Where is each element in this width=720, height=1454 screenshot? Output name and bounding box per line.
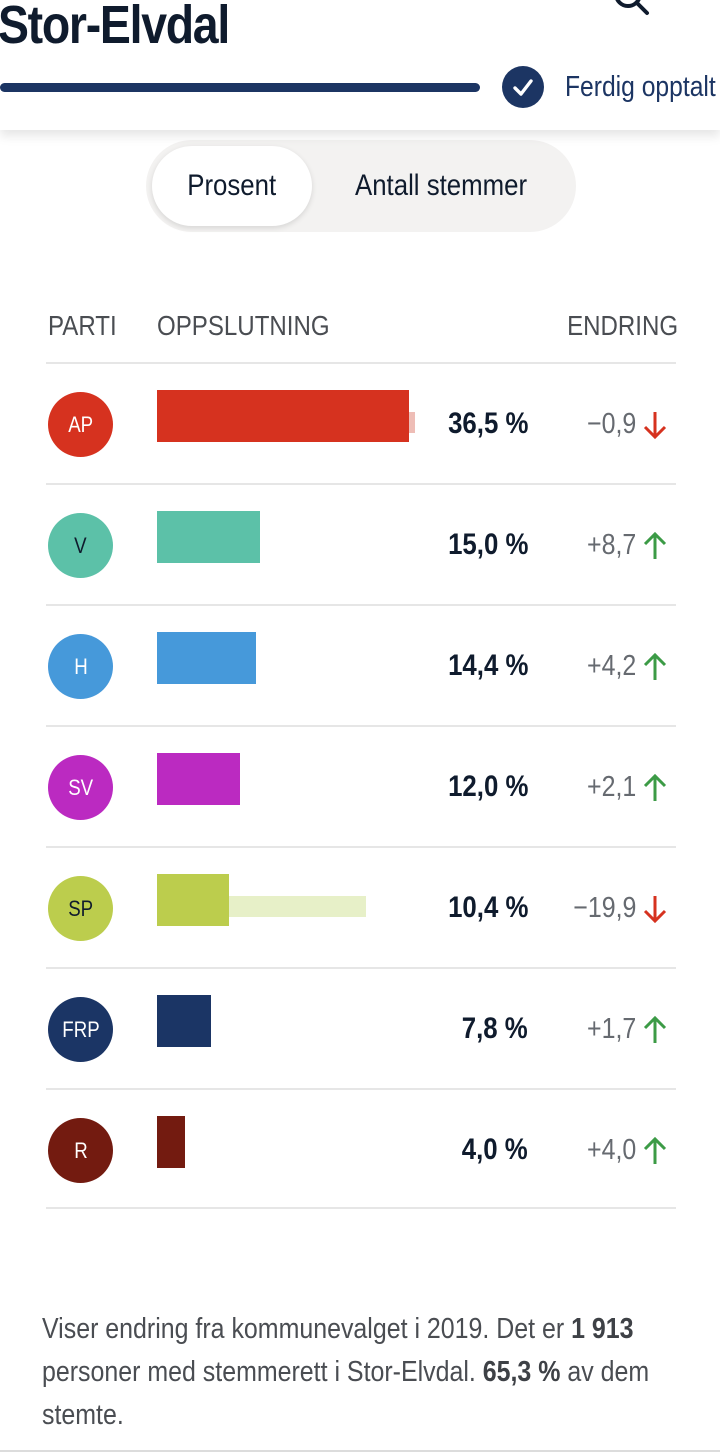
party-abbr: SV bbox=[68, 774, 93, 800]
party-row-h[interactable]: H 14,4 % +4,2 bbox=[46, 604, 676, 725]
party-row-v[interactable]: V 15,0 % +8,7 bbox=[46, 483, 676, 604]
party-abbr: H bbox=[73, 653, 88, 679]
party-abbr: FRP bbox=[61, 1016, 100, 1042]
party-badge: V bbox=[48, 513, 113, 578]
party-badge: H bbox=[48, 634, 113, 699]
change-value: −19,9 bbox=[572, 892, 636, 924]
party-badge: SP bbox=[48, 876, 113, 941]
toggle-vote-count[interactable]: Antall stemmer bbox=[326, 146, 556, 226]
change-value: +4,0 bbox=[586, 1134, 636, 1166]
party-abbr: SP bbox=[68, 895, 93, 921]
party-badge: FRP bbox=[48, 997, 113, 1062]
share-value: 12,0 % bbox=[447, 770, 528, 803]
count-status: Ferdig opptalt bbox=[502, 66, 720, 108]
page-title: Stor-Elvdal bbox=[0, 0, 230, 55]
party-badge: AP bbox=[48, 392, 113, 457]
current-result-bar bbox=[157, 995, 211, 1047]
footnote: Viser endring fra kommunevalget i 2019. … bbox=[42, 1308, 682, 1437]
share-value: 7,8 % bbox=[462, 1012, 528, 1045]
change-value: +4,2 bbox=[586, 650, 636, 682]
toggle-percent[interactable]: Prosent bbox=[152, 146, 312, 226]
arrow-up-icon bbox=[643, 1136, 667, 1164]
party-row-r[interactable]: R 4,0 % +4,0 bbox=[46, 1088, 676, 1209]
arrow-down-icon bbox=[643, 896, 667, 924]
turnout: 65,3 % bbox=[482, 1356, 561, 1388]
share-value: 10,4 % bbox=[447, 891, 528, 924]
arrow-up-icon bbox=[643, 652, 667, 680]
footnote-text: Viser endring fra kommunevalget i 2019. … bbox=[42, 1313, 572, 1345]
column-header-share: OPPSLUTNING bbox=[157, 310, 330, 341]
arrow-up-icon bbox=[643, 773, 667, 801]
toggle-vote-count-label: Antall stemmer bbox=[354, 169, 528, 202]
count-progress-bar bbox=[0, 83, 480, 92]
party-row-sv[interactable]: SV 12,0 % +2,1 bbox=[46, 725, 676, 846]
current-result-bar bbox=[157, 753, 240, 805]
divider bbox=[0, 1450, 720, 1452]
party-abbr: AP bbox=[68, 411, 93, 437]
current-result-bar bbox=[157, 632, 256, 684]
search-icon[interactable] bbox=[612, 0, 650, 16]
current-result-bar bbox=[157, 511, 260, 563]
toggle-percent-label: Prosent bbox=[187, 169, 277, 202]
share-value: 4,0 % bbox=[462, 1133, 528, 1166]
arrow-down-icon bbox=[643, 412, 667, 440]
share-value: 14,4 % bbox=[447, 649, 528, 682]
change-value: −0,9 bbox=[586, 408, 636, 440]
change-value: +2,1 bbox=[586, 771, 636, 803]
share-value: 36,5 % bbox=[447, 407, 528, 440]
change-value: +1,7 bbox=[586, 1013, 636, 1045]
check-icon bbox=[502, 66, 544, 108]
current-result-bar bbox=[157, 390, 409, 442]
party-badge: R bbox=[48, 1118, 113, 1183]
party-row-sp[interactable]: SP 10,4 % −19,9 bbox=[46, 846, 676, 967]
footnote-text: av dem stemte. bbox=[42, 1356, 650, 1431]
results-table: AP 36,5 % −0,9 V 15,0 % +8,7 H 14,4 % +4,2 SV 12,0… bbox=[46, 362, 676, 1209]
arrow-up-icon bbox=[643, 531, 667, 559]
party-abbr: R bbox=[73, 1137, 88, 1163]
view-toggle: Prosent Antall stemmer bbox=[146, 140, 576, 232]
eligible-voters: 1 913 bbox=[571, 1313, 634, 1345]
party-row-frp[interactable]: FRP 7,8 % +1,7 bbox=[46, 967, 676, 1088]
column-header-party: PARTI bbox=[48, 310, 117, 341]
status-label: Ferdig opptalt bbox=[565, 70, 716, 103]
results-header: Stor-Elvdal Ferdig opptalt bbox=[0, 0, 720, 130]
party-row-ap[interactable]: AP 36,5 % −0,9 bbox=[46, 362, 676, 483]
current-result-bar bbox=[157, 1116, 185, 1168]
share-value: 15,0 % bbox=[447, 528, 528, 561]
party-badge: SV bbox=[48, 755, 113, 820]
party-abbr: V bbox=[74, 532, 87, 558]
current-result-bar bbox=[157, 874, 229, 926]
arrow-up-icon bbox=[643, 1015, 667, 1043]
footnote-text: personer med stemmerett i Stor-Elvdal. bbox=[42, 1356, 483, 1388]
change-value: +8,7 bbox=[586, 529, 636, 561]
column-header-change: ENDRING bbox=[566, 310, 678, 341]
